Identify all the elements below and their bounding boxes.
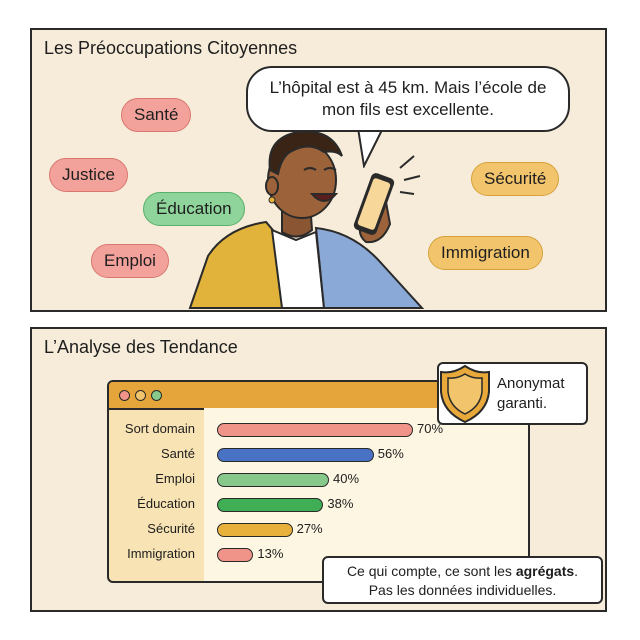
bar [217, 523, 293, 537]
bar-label: Éducation [137, 496, 195, 511]
tag-immigration: Immigration [428, 236, 543, 270]
bar-label: Sort domain [124, 421, 195, 436]
close-dot-icon [119, 390, 130, 401]
note-text-bold: agrégats [515, 563, 575, 579]
tag-emploi: Emploi [91, 244, 169, 278]
maximize-dot-icon [151, 390, 162, 401]
anonymity-text: Anonymat garanti. [497, 375, 565, 412]
note-text-prefix: Ce qui compte, ce sont les [346, 563, 516, 579]
bar-label: Emploi [155, 471, 195, 486]
bar-value-label: 27% [296, 521, 323, 536]
bar-value-label: 70% [417, 421, 444, 436]
bar-value-label: 38% [327, 496, 354, 511]
speech-bubble: L’hôpital est à 45 km. Mais l’école de m… [246, 66, 570, 132]
bar-label: Santé [161, 446, 195, 461]
tag-securite: Sécurité [471, 162, 560, 196]
minimize-dot-icon [135, 390, 146, 401]
bar [217, 448, 374, 462]
bar [217, 548, 254, 562]
tag-sante: Santé [121, 98, 192, 132]
tag-justice: Justice [49, 158, 128, 192]
bar-value-label: 40% [333, 471, 360, 486]
citizen-on-phone-illustration [188, 130, 425, 309]
bar [217, 473, 329, 487]
bar-label: Immigration [127, 546, 195, 561]
shield-icon [440, 364, 490, 424]
trends-title: L’Analyse des Tendance [44, 337, 238, 357]
bar [217, 498, 324, 512]
bar-value-label: 56% [377, 446, 404, 461]
bar [217, 423, 413, 437]
tag-education: Éducation [143, 192, 245, 226]
note-text-suffix: . [574, 563, 579, 579]
speech-bubble-tail [356, 128, 384, 168]
aggregates-note: Ce qui compte, ce sont les agrégats. Pas… [322, 556, 603, 604]
bar-value-label: 13% [257, 546, 284, 561]
note-text-line2: Pas les données individuelles. [368, 582, 557, 598]
concerns-title: Les Préoccupations Citoyennes [44, 38, 298, 58]
bar-label: Sécurité [147, 521, 195, 536]
